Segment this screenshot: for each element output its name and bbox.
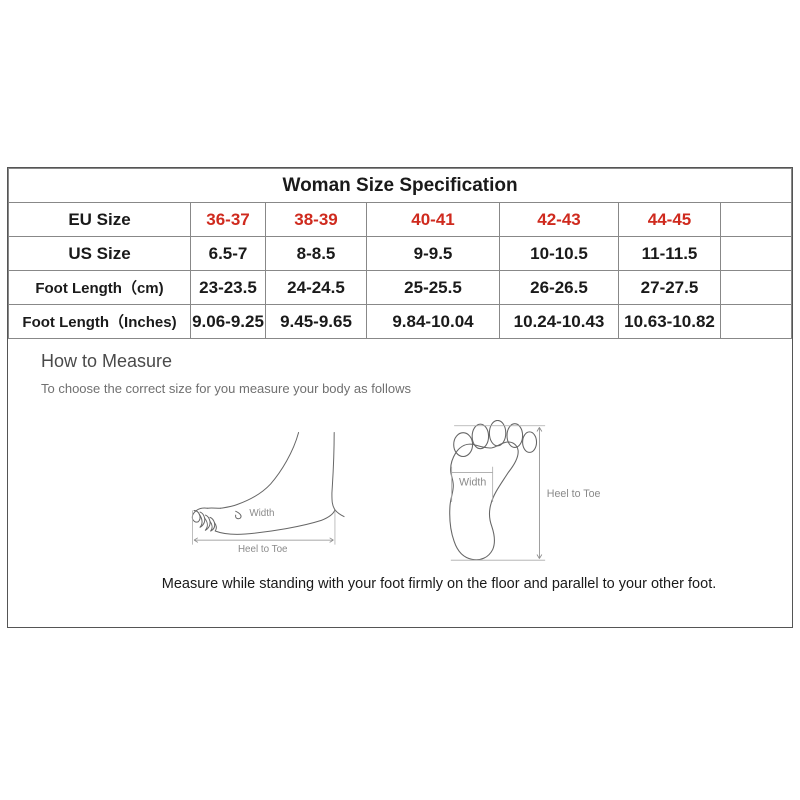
svg-text:Width: Width [459, 477, 486, 489]
svg-text:Heel to Toe: Heel to Toe [547, 488, 601, 500]
svg-text:Heel to Toe: Heel to Toe [237, 544, 287, 555]
svg-text:Width: Width [249, 507, 274, 518]
